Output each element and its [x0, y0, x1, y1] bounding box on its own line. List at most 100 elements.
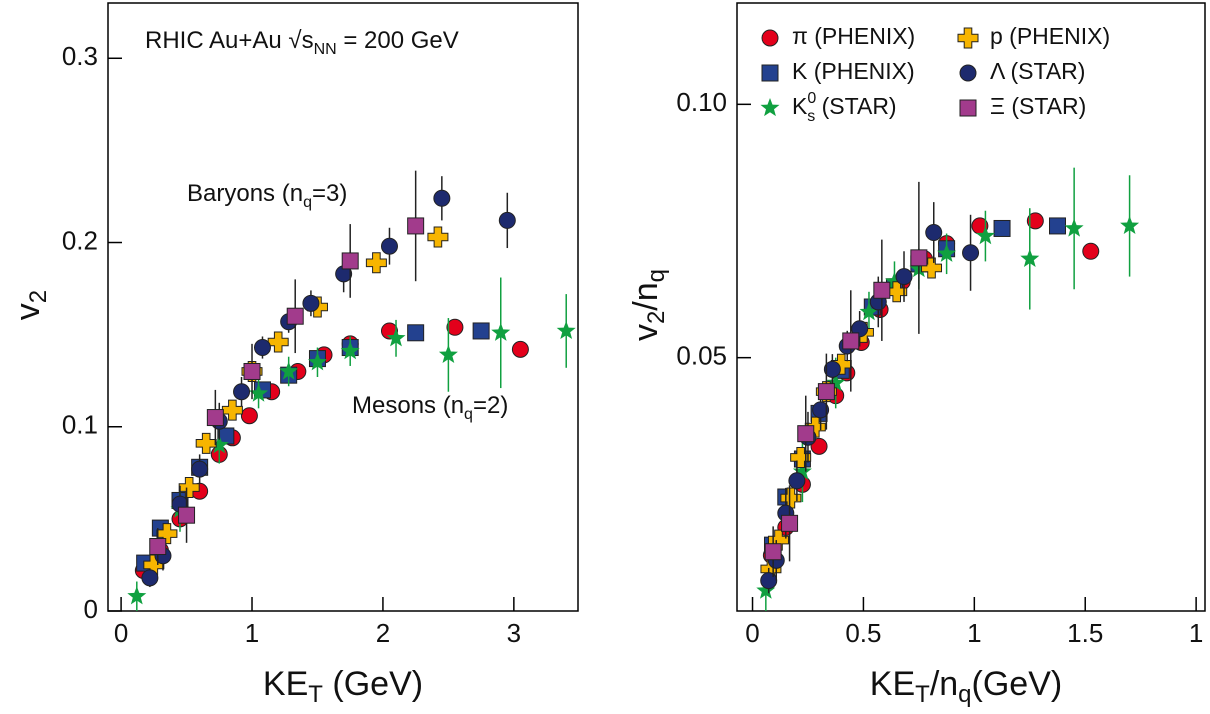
marker — [233, 383, 251, 401]
marker — [407, 217, 425, 235]
marker — [498, 211, 516, 229]
marker — [156, 523, 178, 545]
marker — [206, 409, 224, 427]
marker — [178, 506, 196, 524]
marker — [427, 226, 449, 248]
legend-label: K0 s (STAR) — [792, 90, 897, 125]
marker — [340, 341, 360, 360]
marker — [386, 328, 406, 347]
annotation-part: NN — [314, 41, 337, 58]
marker — [756, 580, 776, 599]
marker — [788, 472, 806, 490]
marker — [823, 360, 841, 378]
marker — [511, 340, 529, 358]
annotation-part: Mesons (n — [352, 392, 464, 419]
legend-label: π (PHENIX) — [792, 23, 915, 49]
marker — [910, 249, 928, 267]
marker — [221, 399, 243, 421]
legend-name-rest: (STAR) — [815, 93, 896, 119]
marker — [895, 268, 913, 286]
annotation: Baryons (nq=3) — [187, 180, 347, 211]
marker — [993, 219, 1011, 237]
marker — [556, 321, 576, 339]
marker — [433, 189, 451, 207]
marker — [195, 432, 217, 454]
marker — [817, 383, 835, 401]
legend-name: K — [792, 93, 808, 119]
x-axis-label: KET/nq(GeV) — [870, 665, 1062, 708]
marker — [830, 353, 852, 375]
legend-marker — [957, 27, 979, 49]
x-tick-label: 1.5 — [1067, 618, 1103, 648]
marker — [925, 224, 943, 242]
marker — [826, 373, 846, 392]
annotation-part: =3) — [312, 180, 347, 207]
legend-name: π (PHENIX) — [792, 23, 915, 49]
marker — [249, 383, 269, 402]
legend-marker — [761, 29, 779, 47]
marker — [1026, 212, 1044, 230]
marker — [812, 401, 830, 419]
marker — [1049, 217, 1067, 235]
marker — [1120, 215, 1140, 234]
marker — [767, 529, 789, 551]
series — [756, 167, 1140, 611]
marker — [491, 322, 511, 341]
annotation: RHIC Au+Au √sNN = 200 GeV — [145, 27, 459, 58]
y-axis-label: v2 — [9, 290, 52, 320]
x-tick-label: 2 — [376, 618, 390, 648]
y-tick-label: 0.2 — [62, 225, 98, 255]
marker — [240, 407, 258, 425]
series — [764, 181, 928, 578]
marker — [790, 446, 812, 468]
y-tick-label: 0 — [84, 594, 98, 624]
legend-name-sub: s — [807, 108, 815, 125]
legend-name: K (PHENIX) — [792, 58, 915, 84]
marker — [764, 543, 782, 561]
annotation-part: q — [464, 406, 473, 423]
marker — [842, 332, 860, 350]
legend-marker — [760, 98, 780, 117]
marker — [286, 307, 304, 325]
marker — [446, 318, 464, 336]
legend-name: Ξ (STAR) — [990, 93, 1086, 119]
marker — [253, 339, 271, 357]
marker — [127, 586, 147, 605]
series — [134, 318, 529, 579]
x-tick-label: 1 — [245, 618, 259, 648]
marker — [873, 281, 891, 299]
marker — [885, 271, 904, 290]
marker — [279, 361, 299, 380]
legend-label: K (PHENIX) — [792, 58, 915, 84]
marker — [792, 461, 812, 480]
legend-name: p (PHENIX) — [990, 23, 1110, 49]
plot-frame — [107, 2, 579, 612]
legend-label: p (PHENIX) — [990, 23, 1110, 49]
legend-name: Λ (STAR) — [990, 58, 1085, 84]
x-tick-label: 0 — [114, 618, 128, 648]
marker — [781, 514, 799, 532]
legend-name-sup: 0 — [807, 90, 816, 107]
x-axis-label: KET (GeV) — [263, 665, 423, 708]
marker — [149, 538, 167, 556]
legend-label: Λ (STAR) — [990, 58, 1085, 84]
x-tick-label: 0.5 — [845, 618, 881, 648]
series — [127, 277, 576, 611]
plot-frame — [736, 2, 1206, 612]
marker — [1064, 218, 1084, 237]
marker — [780, 487, 802, 509]
annotation-part: =2) — [473, 392, 508, 419]
annotation-part: Baryons (n — [187, 180, 303, 207]
marker — [267, 331, 289, 353]
marker — [407, 324, 425, 342]
y-tick-label: 0.10 — [676, 87, 727, 117]
annotation-part: = 200 GeV — [337, 27, 459, 54]
marker — [937, 243, 957, 262]
y-tick-label: 0.1 — [62, 410, 98, 440]
legend-marker — [959, 64, 977, 82]
marker — [962, 244, 980, 262]
y-tick-label: 0.05 — [676, 341, 727, 371]
marker — [365, 252, 387, 274]
marker — [760, 572, 778, 590]
